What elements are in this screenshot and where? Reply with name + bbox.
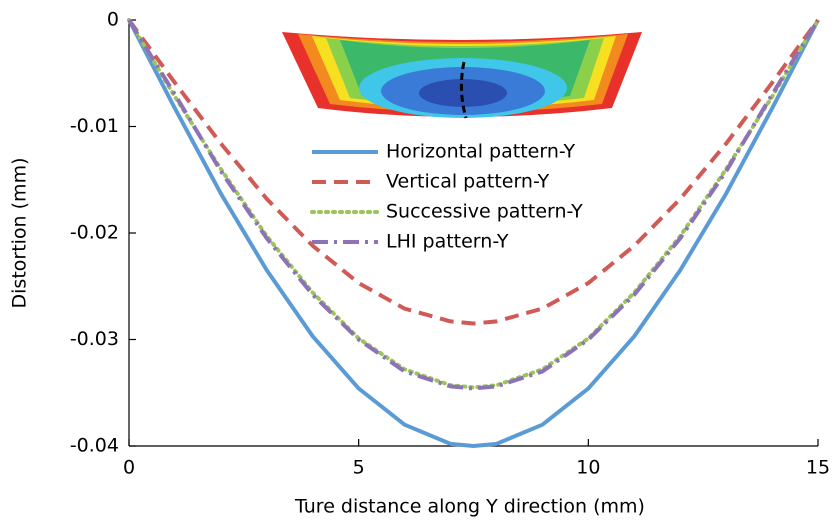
inset-contour-image — [282, 32, 642, 118]
x-tick-label: 0 — [123, 457, 135, 479]
chart: Ture distance along Y direction (mm) Dis… — [0, 0, 836, 525]
legend-label: Vertical pattern-Y — [386, 171, 550, 193]
x-tick-label: 5 — [353, 457, 365, 479]
x-tick-label: 15 — [806, 457, 830, 479]
legend-label: LHI pattern-Y — [386, 231, 509, 253]
x-tick-label: 10 — [576, 457, 600, 479]
x-axis-label: Ture distance along Y direction (mm) — [294, 496, 645, 518]
legend-label: Successive pattern-Y — [386, 201, 583, 223]
y-tick-label: -0.04 — [70, 435, 119, 457]
y-axis-label: Distortion (mm) — [9, 158, 31, 309]
y-tick-label: -0.03 — [70, 328, 119, 350]
y-tick-label: -0.02 — [70, 222, 119, 244]
legend-label: Horizontal pattern-Y — [386, 141, 575, 163]
y-tick-label: -0.01 — [70, 115, 119, 137]
y-tick-label: 0 — [107, 9, 119, 31]
